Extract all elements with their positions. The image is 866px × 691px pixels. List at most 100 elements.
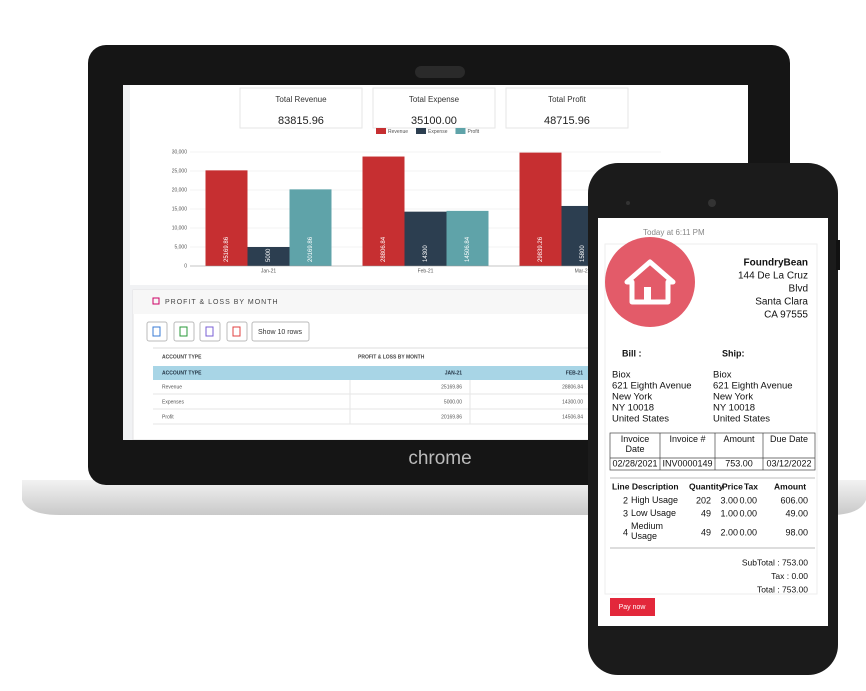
icon bbox=[205, 326, 214, 337]
data-label: 29839.26 bbox=[538, 236, 544, 262]
table-cell: 20169.86 bbox=[441, 414, 462, 420]
pdf-button[interactable] bbox=[226, 321, 248, 342]
table-cell: Revenue bbox=[162, 384, 182, 390]
line-cell: 0.00 bbox=[739, 527, 757, 537]
summary-header-box: Due Date bbox=[769, 435, 809, 444]
line-cell: 0.00 bbox=[739, 508, 757, 518]
line-cell: 4 bbox=[623, 527, 628, 537]
data-label: 14506.84 bbox=[465, 236, 471, 262]
bar bbox=[404, 211, 447, 266]
line-description-box: High Usage bbox=[631, 495, 679, 505]
logo bbox=[605, 237, 695, 327]
bill-label: Bill : bbox=[622, 348, 642, 358]
line-cell: 3 bbox=[623, 508, 628, 518]
icon bbox=[179, 326, 188, 337]
line-description: High Usage bbox=[631, 495, 679, 505]
phone-camera bbox=[708, 199, 716, 207]
total-box bbox=[239, 87, 363, 129]
summary-header-box: Amount bbox=[723, 435, 754, 444]
pay-button[interactable] bbox=[610, 598, 655, 616]
line-description: Low Usage bbox=[631, 508, 677, 518]
show-rows-button[interactable] bbox=[251, 321, 310, 342]
table-cell: 5000.00 bbox=[444, 399, 462, 405]
line-cell: 202 bbox=[696, 495, 711, 505]
summary-cell: INV0000149 bbox=[662, 458, 712, 468]
total-box bbox=[505, 87, 629, 129]
address-line: 144 De La Cruz bbox=[738, 271, 808, 282]
legend-label: Expense bbox=[428, 129, 448, 135]
excel-button[interactable] bbox=[173, 321, 195, 342]
group-header: ACCOUNT TYPE bbox=[162, 354, 202, 360]
ship-line: NY 10018 bbox=[713, 403, 755, 414]
table-cell: 14506.84 bbox=[562, 414, 583, 420]
ship-line: 621 Eighth Avenue bbox=[713, 381, 793, 392]
company: FoundryBean bbox=[744, 258, 808, 269]
bill-line: 621 Eighth Avenue bbox=[612, 381, 692, 392]
bill-line: New York bbox=[612, 392, 652, 403]
camera bbox=[415, 66, 465, 78]
total-value: 48715.96 bbox=[544, 115, 590, 127]
address-line: CA 97555 bbox=[764, 310, 808, 321]
y-tick-label: 15,000 bbox=[172, 206, 188, 212]
legend-label: Revenue bbox=[388, 129, 408, 135]
icon bbox=[232, 326, 241, 337]
y-tick-label: 10,000 bbox=[172, 225, 188, 231]
summary-cell: 03/12/2022 bbox=[766, 458, 811, 468]
total-label: Total Revenue bbox=[275, 95, 327, 104]
total-label: Total Expense bbox=[409, 95, 460, 104]
subtotal: SubTotal : 753.00 bbox=[742, 557, 808, 567]
line-header: Tax bbox=[744, 481, 758, 491]
line-cell: 606.00 bbox=[780, 495, 808, 505]
data-label: 14300 bbox=[423, 245, 429, 262]
legend-swatch bbox=[416, 128, 427, 134]
ship-line: United States bbox=[713, 414, 770, 425]
bar bbox=[362, 156, 405, 266]
section-title: PROFIT & LOSS BY MONTH bbox=[165, 299, 279, 306]
line-cell: 49 bbox=[701, 527, 711, 537]
y-tick-label: 0 bbox=[184, 263, 187, 269]
panel-icon bbox=[152, 297, 160, 305]
bar bbox=[446, 210, 489, 266]
line-header: Price bbox=[722, 481, 743, 491]
table-cell: 25169.86 bbox=[441, 384, 462, 390]
summary-header-box: Invoice # bbox=[669, 435, 705, 444]
csv-button[interactable] bbox=[199, 321, 221, 342]
data-label: 20169.86 bbox=[308, 236, 314, 262]
brand: chrome bbox=[408, 448, 471, 469]
line-description: Medium Usage bbox=[631, 522, 664, 541]
copy-button[interactable] bbox=[146, 321, 168, 342]
summary-table bbox=[609, 432, 816, 471]
bill-line: NY 10018 bbox=[612, 403, 654, 414]
x-tick-label: Jan-21 bbox=[261, 268, 277, 274]
x-tick-label: Feb-21 bbox=[418, 268, 434, 274]
total-value: 35100.00 bbox=[411, 115, 457, 127]
line-header: Amount bbox=[774, 481, 806, 491]
table-cell: 28806.84 bbox=[562, 384, 583, 390]
total: Total : 753.00 bbox=[757, 584, 808, 594]
line-header: Quantity bbox=[689, 481, 724, 491]
icon bbox=[152, 326, 161, 337]
y-tick-label: 25,000 bbox=[172, 168, 188, 174]
line-cell: 2 bbox=[623, 495, 628, 505]
line-description-box: Low Usage bbox=[631, 508, 677, 518]
bar bbox=[247, 247, 290, 266]
legend-swatch bbox=[376, 128, 386, 134]
data-label: 15800 bbox=[580, 245, 586, 262]
pay-label: Pay now bbox=[619, 604, 647, 611]
y-tick-label: 5,000 bbox=[174, 244, 187, 250]
line-cell: 1.00 bbox=[720, 508, 738, 518]
address-line: Blvd bbox=[789, 284, 808, 295]
bill-line: Biox bbox=[612, 370, 631, 381]
phone-button bbox=[836, 240, 840, 270]
timestamp: Today at 6:11 PM bbox=[643, 228, 705, 237]
show-rows-label: Show 10 rows bbox=[258, 329, 302, 336]
summary-header: Due Date bbox=[769, 435, 809, 444]
line-cell: 49 bbox=[701, 508, 711, 518]
bar bbox=[205, 170, 248, 266]
phone-sensor bbox=[626, 201, 630, 205]
line-cell: 0.00 bbox=[739, 495, 757, 505]
summary-header-box: Invoice Date bbox=[621, 435, 650, 454]
table-cell: Expenses bbox=[162, 399, 184, 405]
